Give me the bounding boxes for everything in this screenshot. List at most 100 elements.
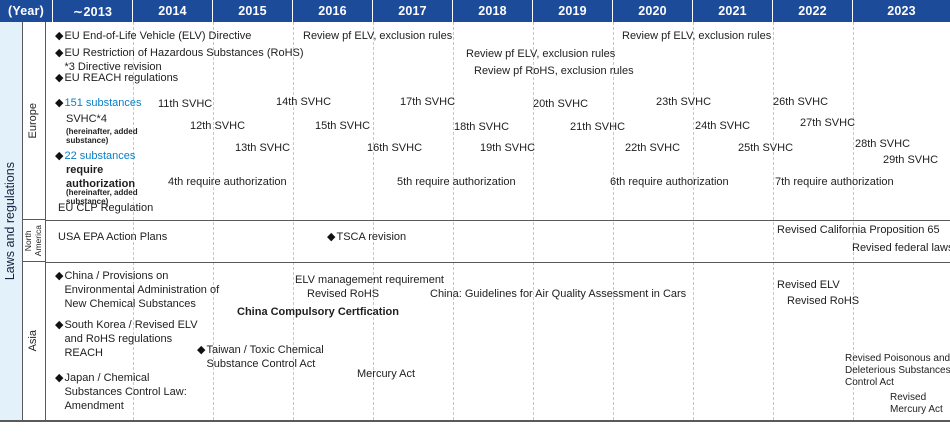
annotation-revised-poisonous: Revised Poisonous and Deleterious Substa… <box>845 353 950 389</box>
annotation-text: USA EPA Action Plans <box>58 231 168 243</box>
annotation-text: 18th SVHC <box>454 121 510 133</box>
annotation-text: require authorization <box>66 164 136 190</box>
annotation-substances-22: ◆22 substances <box>55 150 135 164</box>
column-gridline <box>373 22 374 420</box>
annotation-text: Revised Poisonous and Deleterious Substa… <box>845 353 950 388</box>
region-divider <box>46 262 950 263</box>
annotation-hereinafter-note-1: (hereinafter, added substance) <box>66 127 138 145</box>
annotation-text: Taiwan / Toxic Chemical Substance Contro… <box>206 344 324 370</box>
sidebar-regions: Europe North America Asia <box>23 22 46 420</box>
column-gridline <box>213 22 214 420</box>
annotation-text: Revised RoHS <box>307 288 380 300</box>
diamond-icon: ◆ <box>55 72 64 84</box>
annotation-svhc-19: 19th SVHC <box>480 142 535 156</box>
annotation-text: Revised California Proposition 65 <box>777 224 940 236</box>
annotation-require-auth-5: 5th require authorization <box>397 176 516 190</box>
annotation-svhc-24: 24th SVHC <box>695 120 750 134</box>
annotation-svhc-14: 14th SVHC <box>276 96 331 110</box>
annotation-text: Revised ELV <box>777 279 840 291</box>
annotation-text: Japan / Chemical Substances Control Law:… <box>64 372 187 412</box>
year-col-2023: 2023 <box>887 4 916 18</box>
annotation-text: 151 substances <box>64 97 142 109</box>
annotation-eu-elv-directive: ◆EU End-of-Life Vehicle (ELV) Directive <box>55 30 251 44</box>
annotation-tsca-revision: ◆TSCA revision <box>327 231 406 245</box>
annotation-text: 6th require authorization <box>610 176 729 188</box>
annotation-text: 24th SVHC <box>695 120 751 132</box>
column-gridline <box>533 22 534 420</box>
annotation-text: (hereinafter, added substance) <box>66 127 138 146</box>
region-label-north-america: North America <box>23 220 45 262</box>
annotation-text: 27th SVHC <box>800 117 856 129</box>
region-label-text: North America <box>23 224 43 257</box>
annotation-revised-elv-2022: Revised ELV <box>777 279 840 293</box>
annotation-china-compulsory-certification: China Compulsory Certfication <box>237 306 399 320</box>
column-gridline <box>133 22 134 420</box>
annotation-text: (hereinafter, added substance) <box>66 188 138 207</box>
annotation-text: 12th SVHC <box>190 120 246 132</box>
annotation-japan-chemical: ◆Japan / Chemical Substances Control Law… <box>55 372 187 413</box>
annotation-text: 21th SVHC <box>570 121 626 133</box>
column-gridline <box>773 22 774 420</box>
annotation-text: 19th SVHC <box>480 142 536 154</box>
annotation-eu-clp: EU CLP Regulation <box>58 202 153 216</box>
annotation-text: 25th SVHC <box>738 142 794 154</box>
column-gridline <box>613 22 614 420</box>
diamond-icon: ◆ <box>55 150 64 162</box>
diamond-icon: ◆ <box>55 97 64 109</box>
timeline-body: Laws and regulations Europe North America… <box>0 22 950 422</box>
annotation-svhc-26: 26th SVHC <box>773 96 828 110</box>
annotation-svhc-12: 12th SVHC <box>190 120 245 134</box>
annotation-text: Review pf ELV, exclusion rules <box>303 30 453 42</box>
annotation-text: EU CLP Regulation <box>58 202 154 214</box>
annotation-revised-rohs-2022: Revised RoHS <box>787 295 859 309</box>
annotation-text: 11th SVHC <box>158 98 213 110</box>
annotation-review-elv-2018: Review pf ELV, exclusion rules <box>466 48 615 62</box>
year-col-2019: 2019 <box>533 0 613 22</box>
annotation-require-auth-6: 6th require authorization <box>610 176 729 190</box>
annotation-text: ELV management requirement <box>295 274 444 286</box>
year-col-2021: 2021 <box>693 0 773 22</box>
year-col-2013: ∼2013 <box>53 0 133 22</box>
region-divider <box>46 220 950 221</box>
annotation-text: Review pf RoHS, exclusion rules <box>474 65 634 77</box>
annotation-elv-management-requirement: ELV management requirement <box>295 274 444 288</box>
annotation-china-air-quality: China: Guidelines for Air Quality Assess… <box>430 288 686 302</box>
annotation-text: Review pf ELV, exclusion rules <box>622 30 772 42</box>
annotation-svhc-18: 18th SVHC <box>454 121 509 135</box>
region-label-europe: Europe <box>23 22 45 220</box>
diamond-icon: ◆ <box>197 344 206 356</box>
annotation-text: 14th SVHC <box>276 96 332 108</box>
column-gridline <box>293 22 294 420</box>
annotation-mercury-act: Mercury Act <box>357 368 415 382</box>
annotation-text: China Compulsory Certfication <box>237 306 399 318</box>
annotation-text: 22th SVHC <box>625 142 681 154</box>
annotation-text: Revised Mercury Act <box>890 392 943 415</box>
annotation-text: TSCA revision <box>336 231 407 243</box>
annotation-text: 4th require authorization <box>168 176 287 188</box>
annotation-svhc-4-label: SVHC*4 <box>66 113 107 127</box>
year-col-2014: 2014 <box>133 0 213 22</box>
annotation-text: Revised RoHS <box>787 295 860 307</box>
diamond-icon: ◆ <box>55 30 64 42</box>
annotation-text: 28th SVHC <box>855 138 911 150</box>
year-col-2017: 2017 <box>373 0 453 22</box>
annotation-review-elv-2020: Review pf ELV, exclusion rules <box>622 30 771 44</box>
column-gridline <box>853 22 854 420</box>
sidebar-title: Laws and regulations <box>3 161 18 281</box>
diamond-icon: ◆ <box>327 231 336 243</box>
annotation-text: 15th SVHC <box>315 120 371 132</box>
annotation-svhc-29: 29th SVHC <box>883 154 938 168</box>
region-label-text: Asia <box>27 330 40 352</box>
annotation-svhc-25: 25th SVHC <box>738 142 793 156</box>
annotation-text: Mercury Act <box>357 368 416 380</box>
diamond-icon: ◆ <box>55 270 64 282</box>
annotation-eu-reach: ◆EU REACH regulations <box>55 72 178 86</box>
annotation-text: 17th SVHC <box>400 96 456 108</box>
annotation-text: China: Guidelines for Air Quality Assess… <box>430 288 687 300</box>
year-col-2016: 2016 <box>293 0 373 22</box>
diamond-icon: ◆ <box>55 47 64 59</box>
year-col-2020: 2020 <box>613 0 693 22</box>
annotation-text: 7th require authorization <box>775 176 894 188</box>
annotation-svhc-20: 20th SVHC <box>533 98 588 112</box>
year-col-2022: 2022 <box>773 0 853 22</box>
